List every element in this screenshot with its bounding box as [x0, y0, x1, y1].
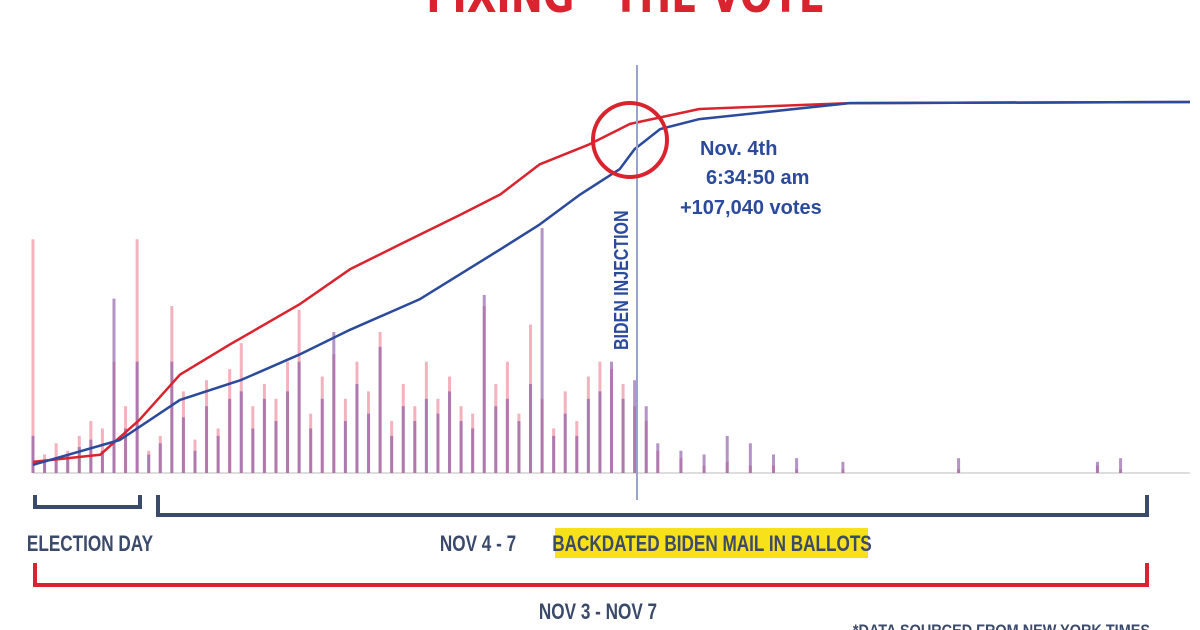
bar	[517, 421, 521, 473]
bar	[367, 413, 371, 473]
bar	[239, 391, 243, 473]
bar	[494, 406, 498, 473]
bar	[251, 428, 255, 473]
bracket	[156, 495, 1149, 517]
bar	[748, 443, 752, 473]
bar	[448, 391, 452, 473]
highlight-box	[555, 528, 868, 558]
bar	[679, 450, 683, 473]
bar	[181, 417, 185, 473]
bar	[610, 361, 613, 473]
bar	[193, 450, 197, 473]
line	[32, 100, 1191, 464]
bar	[135, 239, 139, 473]
bar	[401, 406, 405, 473]
bar	[621, 398, 625, 473]
bar	[170, 361, 174, 473]
bar	[725, 435, 729, 473]
bracket	[33, 563, 1149, 587]
chart-title: “FIXING” THE VOTE	[401, 0, 825, 24]
bar	[644, 406, 648, 473]
range-label: NOV 4 - 7	[440, 532, 516, 557]
bracket	[33, 495, 142, 509]
bar	[390, 435, 394, 473]
bar	[598, 391, 602, 473]
bar	[355, 383, 359, 473]
bar	[262, 398, 266, 473]
bar	[1095, 461, 1099, 473]
bar	[286, 391, 290, 473]
bar	[216, 435, 220, 473]
bar	[540, 228, 544, 473]
source-note: *DATA SOURCED FROM NEW YORK TIMES	[853, 622, 1150, 630]
bar	[1119, 458, 1123, 473]
bar	[124, 428, 128, 473]
bar	[147, 454, 151, 473]
bar	[424, 398, 428, 473]
bar	[841, 461, 845, 473]
bar	[482, 294, 486, 473]
lines	[32, 100, 1191, 467]
bars	[31, 228, 1123, 473]
bar	[633, 380, 637, 473]
bar	[274, 421, 278, 473]
bar	[54, 458, 58, 473]
line	[32, 100, 1191, 467]
bar	[43, 461, 47, 473]
bar	[205, 406, 209, 473]
bar	[332, 332, 336, 473]
range-label: ELECTION DAY	[27, 532, 153, 557]
bar	[77, 447, 81, 473]
bar	[471, 428, 475, 473]
bar	[586, 398, 590, 473]
bar	[297, 361, 301, 473]
bar	[771, 454, 775, 473]
bar	[957, 458, 961, 473]
bar	[158, 443, 162, 473]
bar	[552, 435, 556, 473]
bar	[343, 421, 347, 473]
bar	[795, 458, 799, 473]
bar	[575, 435, 579, 473]
bar	[529, 383, 533, 473]
time-label: +107,040 votes	[680, 197, 822, 219]
bar	[656, 443, 660, 473]
bar	[505, 398, 509, 473]
bar	[378, 346, 382, 473]
bar	[459, 421, 463, 473]
bar	[563, 413, 567, 473]
bar	[320, 398, 324, 473]
highlight-circle	[591, 101, 669, 179]
range-label: BACKDATED BIDEN MAIL IN BALLOTS	[552, 532, 872, 557]
injection-label: BIDEN INJECTION	[610, 210, 632, 350]
bar	[135, 361, 139, 473]
bar	[413, 421, 417, 473]
time-label: Nov. 4th	[700, 138, 777, 160]
bar	[228, 398, 232, 473]
range-label: NOV 3 - NOV 7	[539, 600, 657, 625]
bar	[100, 450, 104, 473]
time-label: 6:34:50 am	[706, 167, 809, 189]
bar	[31, 435, 35, 473]
bar	[702, 454, 706, 473]
bar	[309, 428, 313, 473]
bar	[436, 413, 440, 473]
bar	[66, 454, 70, 473]
bar	[31, 239, 35, 473]
bar	[112, 298, 116, 473]
